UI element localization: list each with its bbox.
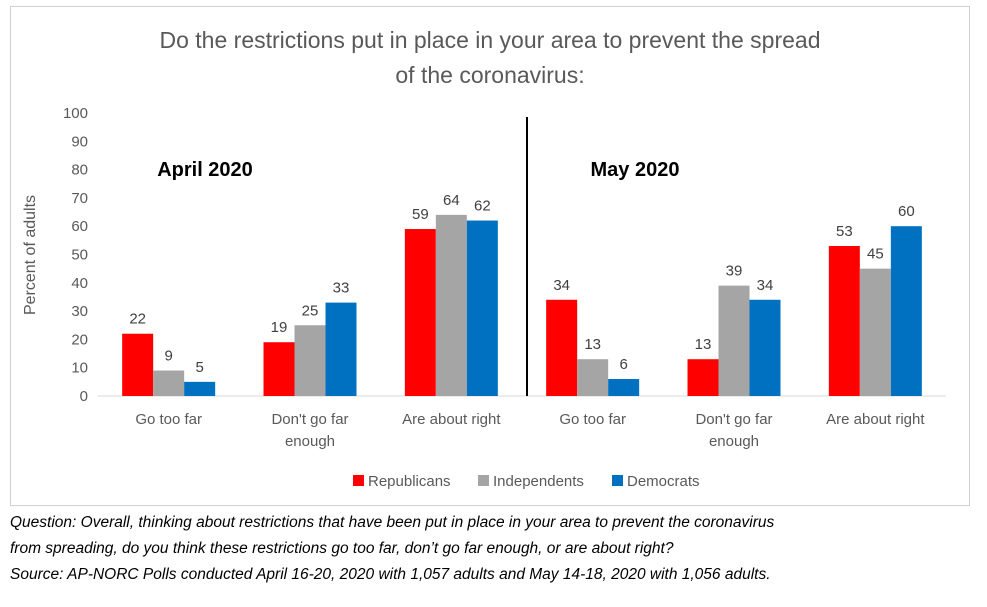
data-label: 45 <box>867 246 884 263</box>
footnote-source: Source: AP-NORC Polls conducted April 16… <box>10 566 771 583</box>
footnote-question-line-2: from spreading, do you think these restr… <box>10 540 674 557</box>
data-label: 5 <box>195 359 203 376</box>
x-tick-label: Are about right <box>826 411 925 428</box>
y-axis-label: Percent of adults <box>22 195 39 315</box>
footnote-question-line-1: Question: Overall, thinking about restri… <box>10 514 775 531</box>
y-tick-label: 70 <box>71 190 88 207</box>
bar-independents <box>294 325 326 396</box>
bar-republicans <box>828 246 860 396</box>
legend-label: Democrats <box>627 473 700 490</box>
bar-independents <box>718 285 750 396</box>
y-tick-label: 20 <box>71 331 88 348</box>
bar-independents <box>859 268 891 396</box>
x-tick-label: Go too far <box>559 411 626 428</box>
bar-republicans <box>122 333 154 396</box>
bar-independents <box>153 370 185 396</box>
x-tick-label: Don't go far <box>695 411 772 428</box>
data-label: 64 <box>443 192 460 209</box>
data-label: 60 <box>898 203 915 220</box>
data-label: 19 <box>271 319 288 336</box>
y-tick-label: 30 <box>71 303 88 320</box>
legend-label: Independents <box>493 473 584 490</box>
bar-democrats <box>890 226 922 396</box>
bar-democrats <box>608 379 640 396</box>
x-tick-label: enough <box>285 433 335 450</box>
data-label: 22 <box>129 311 146 328</box>
x-tick-label: enough <box>709 433 759 450</box>
bar-independents <box>577 359 609 396</box>
data-label: 53 <box>836 223 853 240</box>
x-tick-label: Are about right <box>402 411 501 428</box>
y-tick-label: 80 <box>71 162 88 179</box>
bar-democrats <box>749 299 781 396</box>
bar-republicans <box>687 359 719 396</box>
bar-republicans <box>263 342 295 396</box>
data-label: 33 <box>333 280 350 297</box>
y-tick-label: 50 <box>71 247 88 264</box>
legend-swatch-independents <box>478 475 489 486</box>
panel-label: May 2020 <box>591 159 680 181</box>
data-label: 39 <box>726 263 743 280</box>
bar-republicans <box>546 299 578 396</box>
legend-swatch-democrats <box>612 475 623 486</box>
chart-frame <box>10 6 970 506</box>
bar-democrats <box>184 381 216 396</box>
data-label: 62 <box>474 198 491 215</box>
data-label: 6 <box>619 356 627 373</box>
data-label: 25 <box>302 302 319 319</box>
x-tick-label: Don't go far <box>271 411 348 428</box>
y-tick-label: 10 <box>71 360 88 377</box>
bar-independents <box>435 214 467 396</box>
panel-label: April 2020 <box>157 159 253 181</box>
chart-title-line-1: Do the restrictions put in place in your… <box>160 27 821 53</box>
data-label: 9 <box>164 348 172 365</box>
y-tick-label: 40 <box>71 275 88 292</box>
legend-label: Republicans <box>368 473 451 490</box>
y-tick-label: 90 <box>71 133 88 150</box>
data-label: 13 <box>695 336 712 353</box>
y-tick-label: 0 <box>80 388 88 405</box>
legend-swatch-republicans <box>353 475 364 486</box>
data-label: 34 <box>553 277 570 294</box>
data-label: 34 <box>757 277 774 294</box>
chart-title-line-2: of the coronavirus: <box>395 62 584 88</box>
x-tick-label: Go too far <box>135 411 202 428</box>
bar-chart: Do the restrictions put in place in your… <box>22 27 946 490</box>
bar-democrats <box>325 302 357 396</box>
y-tick-label: 60 <box>71 218 88 235</box>
y-tick-label: 100 <box>63 105 88 122</box>
bar-democrats <box>466 220 498 396</box>
bar-republicans <box>404 229 436 396</box>
data-label: 13 <box>584 336 601 353</box>
data-label: 59 <box>412 206 429 223</box>
